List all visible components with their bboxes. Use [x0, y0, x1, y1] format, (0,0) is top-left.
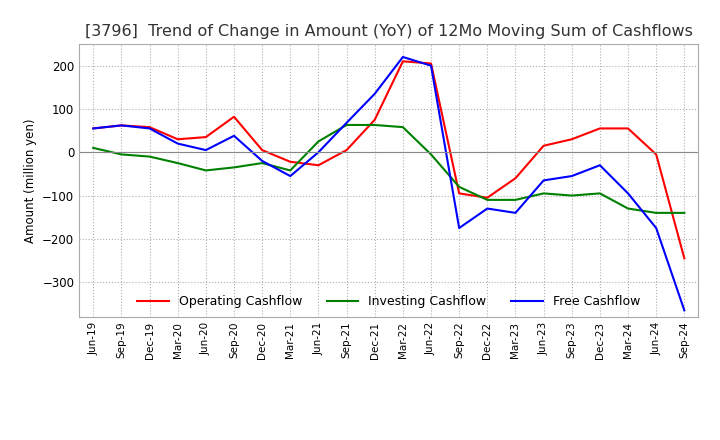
- Investing Cashflow: [511, 197, 520, 202]
- Operating Cashflow: [680, 256, 688, 261]
- Free Cashflow: [230, 133, 238, 139]
- Investing Cashflow: [399, 125, 408, 130]
- Free Cashflow: [117, 123, 126, 128]
- Free Cashflow: [342, 120, 351, 125]
- Operating Cashflow: [595, 126, 604, 131]
- Investing Cashflow: [567, 193, 576, 198]
- Legend: Operating Cashflow, Investing Cashflow, Free Cashflow: Operating Cashflow, Investing Cashflow, …: [132, 290, 645, 313]
- Investing Cashflow: [595, 191, 604, 196]
- Operating Cashflow: [145, 125, 154, 130]
- Investing Cashflow: [539, 191, 548, 196]
- Free Cashflow: [258, 158, 266, 164]
- Y-axis label: Amount (million yen): Amount (million yen): [24, 118, 37, 242]
- Investing Cashflow: [455, 184, 464, 190]
- Line: Investing Cashflow: Investing Cashflow: [94, 125, 684, 213]
- Operating Cashflow: [258, 147, 266, 153]
- Investing Cashflow: [624, 206, 632, 211]
- Operating Cashflow: [483, 195, 492, 200]
- Free Cashflow: [652, 225, 660, 231]
- Investing Cashflow: [286, 168, 294, 173]
- Free Cashflow: [567, 173, 576, 179]
- Line: Free Cashflow: Free Cashflow: [94, 57, 684, 310]
- Free Cashflow: [286, 173, 294, 179]
- Title: [3796]  Trend of Change in Amount (YoY) of 12Mo Moving Sum of Cashflows: [3796] Trend of Change in Amount (YoY) o…: [85, 24, 693, 39]
- Investing Cashflow: [202, 168, 210, 173]
- Investing Cashflow: [89, 145, 98, 150]
- Operating Cashflow: [342, 147, 351, 153]
- Free Cashflow: [624, 191, 632, 196]
- Operating Cashflow: [567, 137, 576, 142]
- Investing Cashflow: [342, 122, 351, 128]
- Investing Cashflow: [483, 197, 492, 202]
- Operating Cashflow: [399, 59, 408, 64]
- Investing Cashflow: [145, 154, 154, 159]
- Free Cashflow: [680, 308, 688, 313]
- Operating Cashflow: [427, 61, 436, 66]
- Operating Cashflow: [370, 117, 379, 122]
- Free Cashflow: [89, 126, 98, 131]
- Investing Cashflow: [652, 210, 660, 216]
- Operating Cashflow: [539, 143, 548, 148]
- Investing Cashflow: [427, 152, 436, 157]
- Operating Cashflow: [117, 123, 126, 128]
- Operating Cashflow: [314, 163, 323, 168]
- Free Cashflow: [314, 150, 323, 155]
- Free Cashflow: [202, 147, 210, 153]
- Free Cashflow: [455, 225, 464, 231]
- Free Cashflow: [511, 210, 520, 216]
- Operating Cashflow: [624, 126, 632, 131]
- Free Cashflow: [370, 91, 379, 96]
- Free Cashflow: [145, 126, 154, 131]
- Operating Cashflow: [286, 159, 294, 165]
- Investing Cashflow: [117, 152, 126, 157]
- Free Cashflow: [174, 141, 182, 146]
- Investing Cashflow: [314, 139, 323, 144]
- Operating Cashflow: [455, 191, 464, 196]
- Free Cashflow: [539, 178, 548, 183]
- Operating Cashflow: [511, 176, 520, 181]
- Free Cashflow: [427, 63, 436, 68]
- Operating Cashflow: [89, 126, 98, 131]
- Investing Cashflow: [370, 122, 379, 128]
- Operating Cashflow: [174, 137, 182, 142]
- Investing Cashflow: [174, 161, 182, 166]
- Investing Cashflow: [680, 210, 688, 216]
- Investing Cashflow: [230, 165, 238, 170]
- Operating Cashflow: [652, 152, 660, 157]
- Free Cashflow: [399, 55, 408, 60]
- Operating Cashflow: [230, 114, 238, 119]
- Free Cashflow: [483, 206, 492, 211]
- Line: Operating Cashflow: Operating Cashflow: [94, 61, 684, 258]
- Free Cashflow: [595, 163, 604, 168]
- Investing Cashflow: [258, 161, 266, 166]
- Operating Cashflow: [202, 135, 210, 140]
